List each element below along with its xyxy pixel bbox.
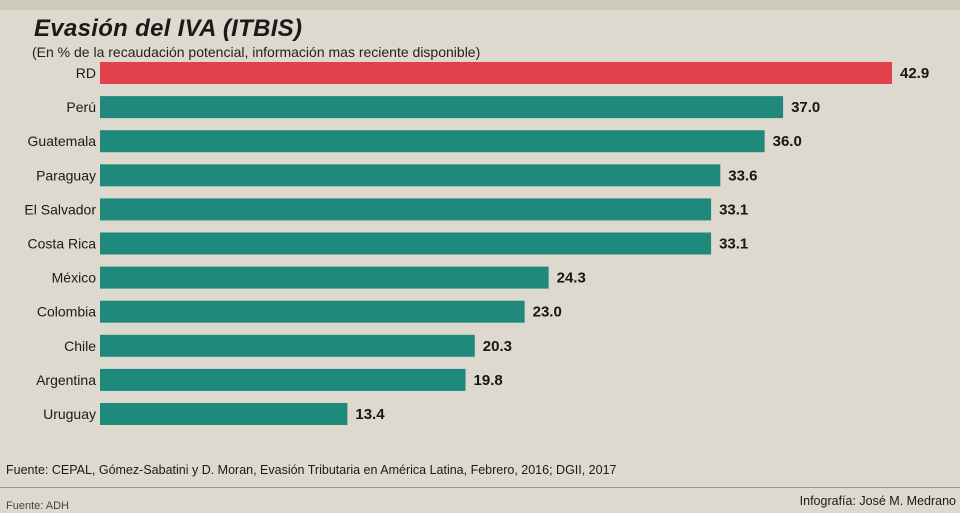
category-label: Uruguay bbox=[43, 406, 96, 422]
category-label: Paraguay bbox=[36, 167, 96, 183]
bar-chart: RD 42.9 Perú 37.0 Guatemala 36.0 Paraguay 33.6 E… bbox=[24, 62, 929, 425]
chart-subtitle: (En % de la recaudación potencial, infor… bbox=[32, 44, 481, 60]
category-label: El Salvador bbox=[24, 201, 96, 217]
bar-argentina bbox=[100, 368, 466, 391]
category-label: Costa Rica bbox=[28, 236, 97, 252]
category-label: Perú bbox=[66, 99, 96, 115]
value-label: 23.0 bbox=[533, 304, 562, 321]
bar-colombia bbox=[100, 300, 525, 323]
page-edge bbox=[0, 0, 960, 10]
category-label: Argentina bbox=[36, 372, 96, 388]
bar-chile bbox=[100, 334, 475, 357]
source-note: Fuente: CEPAL, Gómez-Sabatini y D. Moran… bbox=[6, 463, 617, 477]
category-label: Chile bbox=[64, 338, 96, 354]
bar-costa-rica bbox=[100, 232, 712, 255]
bar-uruguay bbox=[100, 403, 348, 425]
value-label: 33.6 bbox=[728, 167, 757, 184]
category-label: México bbox=[52, 270, 97, 286]
value-label: 42.9 bbox=[900, 65, 929, 82]
value-label: 33.1 bbox=[719, 236, 748, 253]
bar-méxico bbox=[100, 266, 549, 289]
bar-paraguay bbox=[100, 164, 721, 187]
value-label: 24.3 bbox=[557, 270, 586, 287]
bar-rd bbox=[100, 62, 892, 84]
category-label: Guatemala bbox=[28, 133, 97, 149]
footer-divider bbox=[0, 487, 960, 488]
category-label: Colombia bbox=[37, 304, 96, 320]
value-label: 37.0 bbox=[791, 99, 820, 116]
value-label: 20.3 bbox=[483, 338, 512, 355]
infographic-credit: Infografía: José M. Medrano bbox=[799, 494, 956, 508]
bar-guatemala bbox=[100, 130, 765, 153]
value-label: 13.4 bbox=[355, 406, 385, 423]
value-label: 33.1 bbox=[719, 201, 748, 218]
chart-title: Evasión del IVA (ITBIS) bbox=[34, 15, 303, 42]
footer-source-label: Fuente: ADH bbox=[6, 500, 69, 512]
bar-perú bbox=[100, 96, 784, 119]
bar-el-salvador bbox=[100, 198, 712, 221]
category-label: RD bbox=[76, 65, 96, 81]
value-label: 36.0 bbox=[773, 133, 802, 150]
value-label: 19.8 bbox=[474, 372, 503, 389]
